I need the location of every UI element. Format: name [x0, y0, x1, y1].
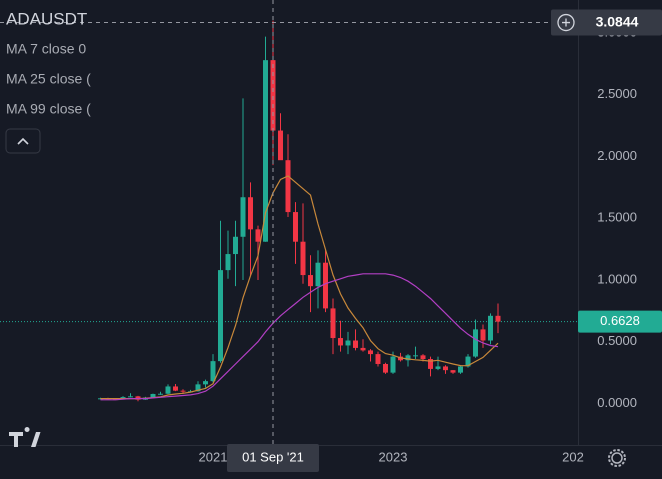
x-tick-label: 202	[562, 449, 584, 464]
candle-body	[278, 130, 283, 161]
candle-body	[308, 275, 313, 287]
y-tick-label: 2.5000	[597, 86, 637, 101]
candle-body	[210, 361, 216, 382]
add-alert-plus	[562, 18, 570, 27]
candle-body	[173, 386, 178, 391]
collapse-button-frame[interactable]	[5, 128, 41, 154]
collapse-icon	[17, 137, 29, 145]
candle-body	[150, 393, 156, 398]
candle-body	[158, 393, 163, 395]
ma-line	[100, 273, 499, 401]
candle-body	[315, 262, 321, 287]
candle-body	[195, 384, 201, 392]
candle-body	[233, 236, 238, 255]
crosshair-price-label: 3.0844	[596, 13, 639, 29]
candle-body	[413, 355, 418, 357]
candle-body	[353, 340, 358, 348]
legend-entry: MA 99 close (	[6, 101, 91, 117]
candle-body	[203, 381, 208, 385]
candle-body	[480, 329, 486, 341]
candle-body	[488, 315, 493, 341]
y-tick-label: 0.0000	[597, 395, 637, 410]
candle-body	[323, 262, 328, 309]
candle-body	[450, 370, 456, 373]
y-tick-label: 2.0000	[597, 148, 637, 163]
candle-body	[405, 355, 411, 361]
price-axis-panel	[578, 0, 662, 479]
candle-body	[165, 386, 171, 394]
add-alert-icon[interactable]	[557, 13, 575, 32]
candle-body	[345, 340, 351, 346]
crosshair-date-box	[227, 444, 319, 472]
legend-entry: MA 25 close (	[6, 71, 91, 87]
gear-icon	[611, 452, 623, 464]
candle-body	[390, 356, 396, 373]
candle-body	[128, 396, 133, 398]
crosshair-date-label: 01 Sep '21	[242, 449, 304, 464]
logo-mark	[9, 427, 41, 447]
candle-body	[270, 60, 276, 131]
last-price-label: 0.6628	[600, 313, 640, 328]
candle-body	[473, 329, 478, 357]
legend-entry: MA 7 close 0	[6, 41, 86, 57]
y-tick-label: 0.5000	[597, 333, 637, 348]
candle-body	[368, 350, 373, 355]
candle-body	[285, 160, 291, 213]
candle-body	[465, 356, 471, 367]
candle-body	[435, 366, 441, 369]
candle-body	[420, 355, 426, 360]
candle-body	[293, 212, 298, 242]
candle-body	[360, 347, 366, 351]
candle-body	[225, 254, 231, 271]
collapse-button[interactable]	[5, 128, 41, 154]
gear-teeth	[608, 449, 626, 467]
ma-line	[100, 175, 499, 400]
candle-body	[338, 338, 343, 346]
x-tick-label: 2021	[199, 449, 228, 464]
settings-button[interactable]	[608, 449, 626, 467]
y-tick-label: 1.5000	[597, 210, 637, 225]
candle-body	[263, 60, 268, 242]
crosshair-price-box	[551, 9, 662, 36]
candle-body	[218, 270, 223, 362]
candle-body	[458, 366, 463, 373]
candle-body	[330, 308, 336, 339]
y-tick-label: 1.0000	[597, 271, 637, 286]
tradingview-logo[interactable]	[9, 427, 41, 447]
candle-body	[255, 229, 261, 242]
candle-body	[248, 197, 253, 230]
last-price-box	[578, 310, 662, 333]
x-tick-label: 2023	[379, 449, 408, 464]
candle-body	[300, 241, 306, 276]
candle-body	[240, 197, 246, 237]
candle-body	[443, 366, 448, 371]
candle-body	[383, 363, 388, 373]
candle-body	[428, 359, 433, 369]
candle-body	[180, 390, 186, 392]
chart-title: ADAUSDT	[6, 9, 87, 28]
candle-body	[375, 354, 381, 364]
plot-area	[0, 0, 578, 445]
candle-body	[495, 315, 501, 322]
